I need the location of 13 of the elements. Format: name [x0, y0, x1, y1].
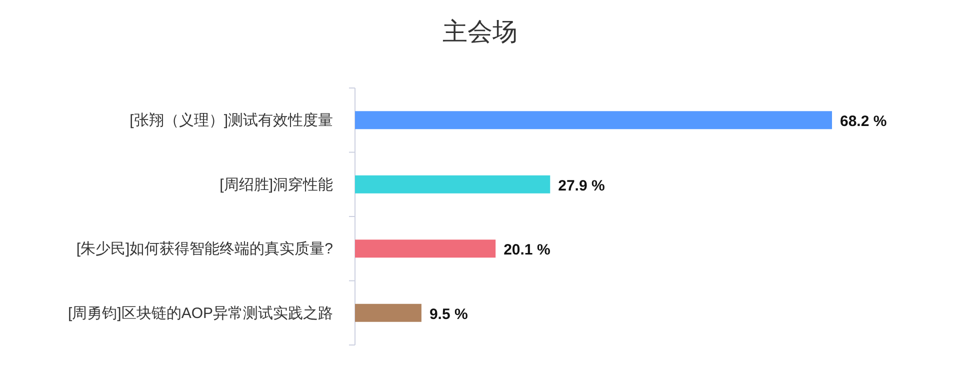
y-tick-label: [张翔（义理）]测试有效性度量	[130, 112, 333, 130]
chart-title: 主会场	[442, 18, 518, 46]
bar	[355, 175, 550, 194]
bar	[355, 304, 422, 322]
data-label: 9.5 %	[429, 306, 468, 323]
data-label: 20.1 %	[504, 242, 550, 259]
y-tick-label: [周勇钧]区块链的AOP异常测试实践之路	[68, 304, 333, 322]
data-label: 27.9 %	[558, 177, 605, 194]
bar	[355, 240, 496, 258]
bar	[355, 111, 832, 130]
y-tick-label: [周绍胜]洞穿性能	[220, 176, 333, 194]
y-tick-label: [朱少民]如何获得智能终端的真实质量?	[76, 240, 333, 258]
data-label: 68.2 %	[840, 113, 887, 130]
